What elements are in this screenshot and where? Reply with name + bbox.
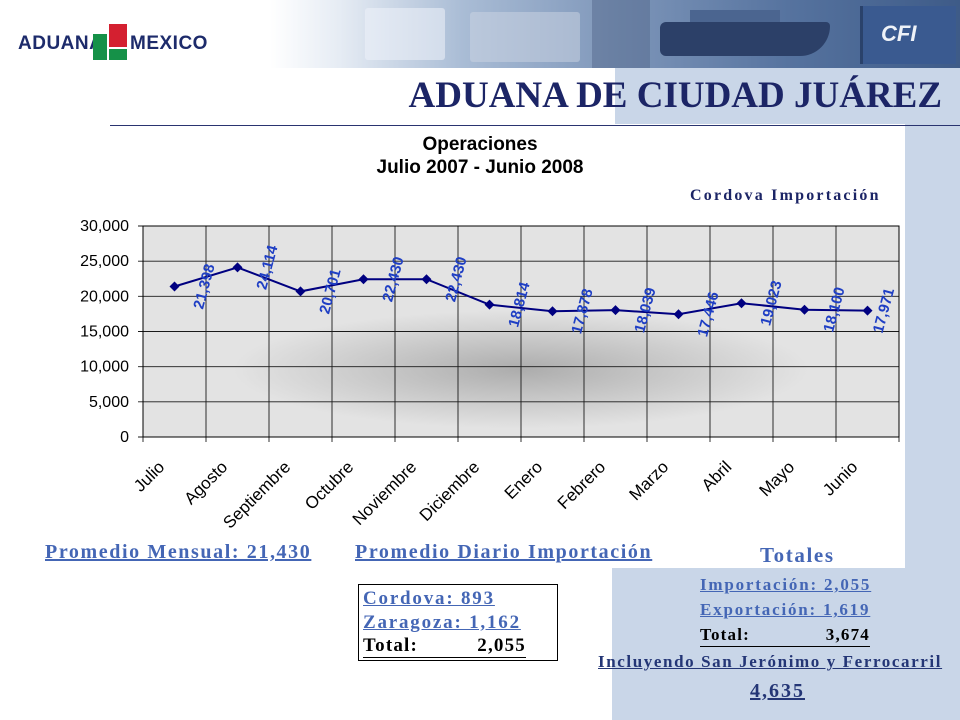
banner-ship-deck	[690, 10, 780, 24]
y-tick-label: 20,000	[80, 288, 129, 305]
data-point	[232, 262, 243, 273]
banner-ship	[660, 22, 830, 56]
x-category-label: Junio	[819, 457, 861, 499]
banner-container-text: CFI	[881, 21, 917, 46]
data-point	[484, 299, 495, 310]
x-category-label: Abril	[698, 457, 735, 494]
x-category-label: Octubre	[301, 457, 357, 513]
decor-panel-bottom	[612, 568, 960, 720]
grand-total: 4,635	[750, 680, 805, 702]
promedio-diario-box: Cordova: 893 Zaragoza: 1,162 Total: 2,05…	[358, 584, 558, 661]
y-tick-label: 25,000	[80, 253, 129, 270]
logo-text-mexico: MEXICO	[130, 33, 208, 54]
promedio-diario-total-label: Total:	[363, 635, 419, 656]
promedio-mensual: Promedio Mensual: 21,430	[45, 541, 312, 563]
x-category-label: Septiembre	[219, 457, 294, 532]
series-caption: Cordova Importación	[690, 187, 881, 204]
promedio-diario-heading: Promedio Diario Importación	[355, 541, 653, 563]
x-category-label: Febrero	[554, 457, 610, 513]
totales-total-value: 3,674	[825, 625, 870, 644]
totales-heading: Totales	[760, 543, 835, 567]
y-tick-label: 30,000	[80, 218, 129, 235]
totales-note: Incluyendo San Jerónimo y Ferrocarril	[598, 652, 943, 671]
promedio-diario-row: Zaragoza: 1,162	[363, 612, 521, 633]
chart-title: Operaciones	[422, 134, 538, 155]
data-point	[799, 304, 810, 315]
banner-truck	[470, 12, 580, 62]
banner-crane	[592, 0, 650, 68]
data-point	[862, 305, 873, 316]
logo-mark-icon	[93, 24, 127, 60]
totales-row: Exportación: 1,619	[700, 600, 871, 619]
data-point	[610, 305, 621, 316]
x-category-label: Marzo	[625, 457, 672, 504]
x-category-label: Enero	[501, 457, 547, 503]
x-category-label: Diciembre	[416, 457, 484, 525]
data-point	[547, 306, 558, 317]
x-category-label: Julio	[130, 457, 168, 495]
logo-text-aduana: ADUANA	[18, 33, 104, 54]
data-point	[169, 281, 180, 292]
decor-panel-top	[615, 68, 960, 124]
y-tick-label: 5,000	[89, 394, 129, 411]
banner-truck	[365, 8, 445, 60]
data-point	[736, 298, 747, 309]
x-category-label: Noviembre	[349, 457, 421, 529]
title-divider	[110, 125, 960, 126]
promedio-diario-total: Total: 2,055	[363, 635, 526, 658]
data-point	[295, 286, 306, 297]
data-point	[358, 274, 369, 285]
header-banner: CFI	[270, 0, 960, 68]
y-tick-label: 15,000	[80, 324, 129, 341]
y-tick-label: 0	[120, 429, 129, 446]
x-category-label: Agosto	[180, 457, 231, 508]
y-tick-label: 10,000	[80, 359, 129, 376]
series-line	[174, 266, 868, 316]
promedio-diario-row: Cordova: 893	[363, 588, 495, 609]
data-point	[421, 274, 432, 285]
operations-line-chart: 0 5,000 10,000 15,000 20,000 25,000 30,000 Juli…	[80, 218, 900, 532]
promedio-diario-total-value: 2,055	[477, 635, 526, 656]
totales-total-label: Total:	[700, 625, 751, 644]
totales-block: Importación: 2,055 Exportación: 1,619 To…	[700, 572, 878, 647]
totales-row: Importación: 2,055	[700, 575, 872, 594]
chart-subtitle: Julio 2007 - Junio 2008	[376, 157, 584, 178]
page-title: ADUANA DE CIUDAD JUÁREZ	[408, 75, 942, 116]
plot-border	[142, 225, 900, 438]
banner-container: CFI	[860, 6, 956, 64]
x-category-label: Mayo	[755, 457, 798, 500]
totales-total: Total: 3,674	[700, 624, 870, 647]
data-point	[673, 309, 684, 320]
